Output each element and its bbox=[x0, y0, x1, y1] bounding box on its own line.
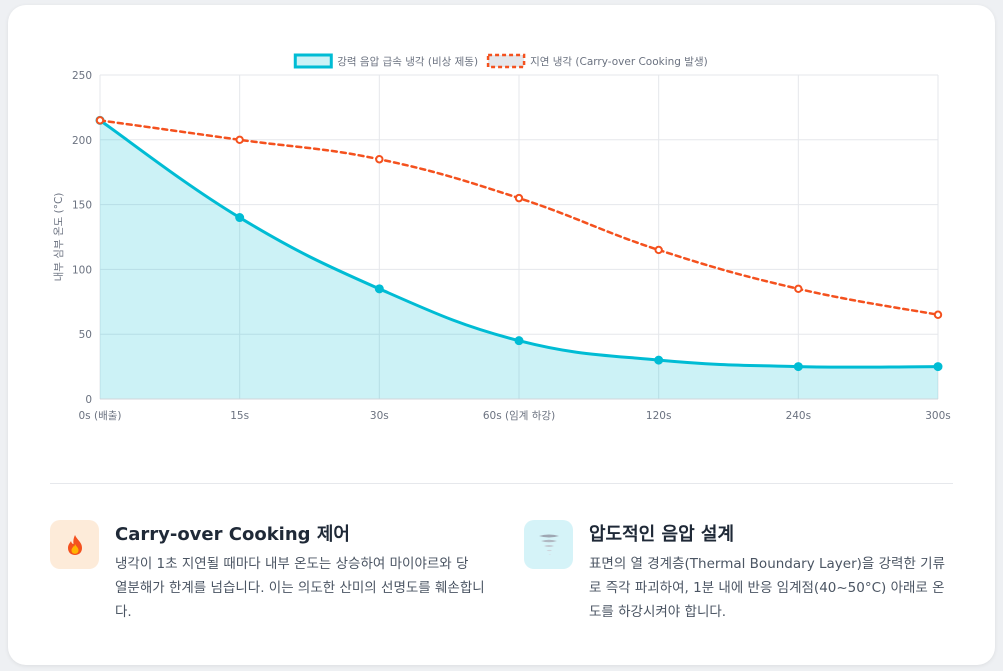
chart-card: 0 50 100 150 200 250 0s (배출) 15s 30s 60s (임계 하강) 1… bbox=[8, 5, 995, 665]
tornado-icon bbox=[538, 534, 559, 555]
y-tick-label: 0 bbox=[85, 394, 92, 406]
y-tick-label: 150 bbox=[72, 200, 92, 212]
data-point bbox=[235, 135, 244, 145]
x-tick-label: 120s bbox=[646, 410, 672, 422]
data-point bbox=[235, 213, 245, 223]
data-point bbox=[375, 155, 384, 164]
y-axis-label: 내부 심부 온도 (°C) bbox=[53, 193, 65, 282]
feature-title: Carry-over Cooking 제어 bbox=[115, 524, 350, 545]
cooling-line-chart: 0 50 100 150 200 250 0s (배출) 15s 30s 60s (임계 하강) 1… bbox=[53, 53, 951, 422]
fire-badge bbox=[50, 520, 99, 569]
x-tick-label: 240s bbox=[786, 410, 812, 422]
x-tick-label: 15s bbox=[230, 410, 249, 422]
feature-title: 압도적인 음압 설계 bbox=[589, 524, 735, 545]
data-point bbox=[933, 310, 943, 319]
y-tick-label: 100 bbox=[72, 264, 92, 276]
section-divider bbox=[50, 483, 953, 484]
legend-label: 지연 냉각 (Carry-over Cooking 발생) bbox=[530, 56, 708, 68]
legend-label: 강력 음압 급속 냉각 (비상 제동) bbox=[337, 55, 478, 68]
data-point bbox=[793, 362, 803, 372]
data-point bbox=[794, 284, 803, 294]
data-point bbox=[374, 284, 384, 294]
data-point bbox=[514, 193, 524, 203]
x-tick-label: 30s bbox=[370, 410, 389, 422]
data-point bbox=[654, 355, 664, 365]
data-point bbox=[933, 362, 943, 372]
x-tick-label: 0s (배출) bbox=[78, 410, 121, 422]
legend-swatch bbox=[293, 53, 333, 69]
data-point bbox=[654, 245, 663, 255]
feature-description: 냉각이 1초 지연될 때마다 내부 온도는 상승하여 마이야르와 당 열분해가 … bbox=[115, 556, 485, 620]
tornado-badge bbox=[524, 520, 573, 569]
data-point bbox=[95, 116, 105, 125]
feature-description: 표면의 열 경계층(Thermal Boundary Layer)을 강력한 기… bbox=[589, 556, 945, 620]
series-area-fill bbox=[100, 120, 938, 400]
y-tick-label: 200 bbox=[72, 135, 92, 147]
y-tick-label: 50 bbox=[79, 329, 92, 341]
legend-swatch bbox=[486, 53, 526, 69]
fire-icon bbox=[67, 534, 82, 555]
y-tick-label: 250 bbox=[72, 70, 92, 82]
data-point bbox=[514, 336, 524, 346]
x-tick-label: 300s bbox=[925, 410, 951, 422]
x-tick-label: 60s (임계 하강) bbox=[483, 409, 555, 422]
